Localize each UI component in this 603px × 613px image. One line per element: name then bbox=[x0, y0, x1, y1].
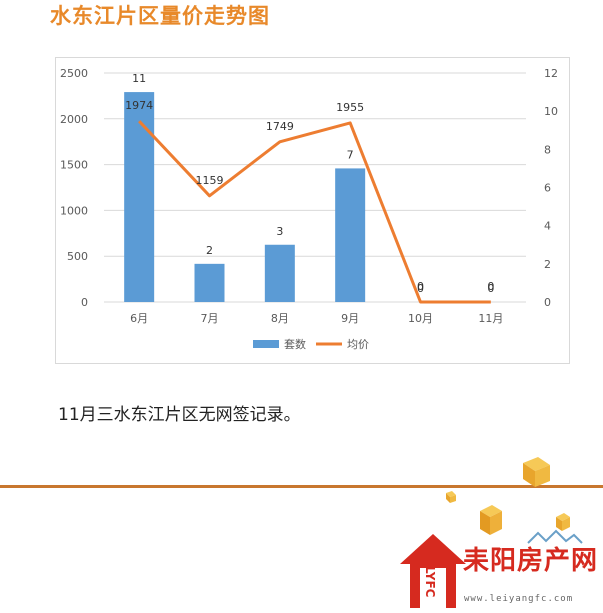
brand-mark: LYFC bbox=[423, 566, 437, 598]
series-line bbox=[138, 120, 491, 304]
legend-bar-swatch bbox=[253, 340, 279, 348]
line-data-label: 1974 bbox=[125, 99, 153, 112]
y-right-tick-label: 2 bbox=[544, 258, 551, 271]
bar-data-label: 0 bbox=[487, 282, 494, 295]
x-tick-label: 7月 bbox=[201, 312, 219, 325]
line-data-label: 0 bbox=[487, 280, 494, 293]
y-left-tick-label: 500 bbox=[67, 250, 88, 263]
bar bbox=[335, 168, 366, 302]
line-data-label: 1749 bbox=[266, 120, 294, 133]
line-data-label: 1159 bbox=[196, 174, 224, 187]
brand-name: 耒阳房产网 bbox=[463, 546, 599, 576]
page-title: 水东江片区量价走势图 bbox=[50, 4, 270, 28]
y-right-tick-label: 10 bbox=[544, 105, 558, 118]
x-tick-label: 6月 bbox=[130, 312, 148, 325]
brand-url: www.leiyangfc.com bbox=[464, 594, 574, 604]
brand-logo: LYFC 耒阳房产网 www.leiyangfc.com bbox=[398, 532, 598, 610]
chart-card: 0 500 1000 1500 2000 2500 0 2 4 6 8 10 12 11 2 3 7 0 0 1974… bbox=[55, 57, 570, 364]
legend-label: 套数 bbox=[284, 338, 306, 351]
note-text: 11月三水东江片区无网签记录。 bbox=[58, 405, 301, 425]
cube-decoration bbox=[446, 457, 583, 544]
y-left-tick-label: 1500 bbox=[60, 159, 88, 172]
y-right-tick-label: 6 bbox=[544, 182, 551, 195]
bar-data-label: 7 bbox=[347, 148, 354, 161]
divider bbox=[0, 485, 603, 488]
house-logo-icon bbox=[400, 534, 466, 608]
y-right-tick-label: 4 bbox=[544, 220, 551, 233]
bar-data-label: 3 bbox=[276, 225, 283, 238]
line-data-label: 0 bbox=[417, 280, 424, 293]
y-left-tick-label: 2500 bbox=[60, 67, 88, 80]
price-volume-chart: 0 500 1000 1500 2000 2500 0 2 4 6 8 10 12 11 2 3 7 0 0 1974… bbox=[60, 67, 558, 351]
bar bbox=[124, 92, 155, 302]
y-right-tick-label: 8 bbox=[544, 143, 551, 156]
legend-label: 均价 bbox=[347, 338, 369, 351]
bar-data-label: 11 bbox=[132, 72, 146, 85]
y-left-tick-label: 2000 bbox=[60, 113, 88, 126]
x-tick-label: 10月 bbox=[408, 312, 433, 325]
x-tick-label: 11月 bbox=[478, 312, 503, 325]
y-left-tick-label: 1000 bbox=[60, 204, 88, 217]
bar bbox=[194, 263, 225, 302]
x-tick-label: 8月 bbox=[271, 312, 289, 325]
bar bbox=[264, 244, 295, 302]
line-data-label: 1955 bbox=[336, 101, 364, 114]
bar-data-label: 2 bbox=[206, 244, 213, 257]
bar-data-label: 0 bbox=[417, 282, 424, 295]
x-tick-label: 9月 bbox=[341, 312, 359, 325]
y-right-tick-label: 0 bbox=[544, 296, 551, 309]
y-right-tick-label: 12 bbox=[544, 67, 558, 80]
y-left-tick-label: 0 bbox=[81, 296, 88, 309]
